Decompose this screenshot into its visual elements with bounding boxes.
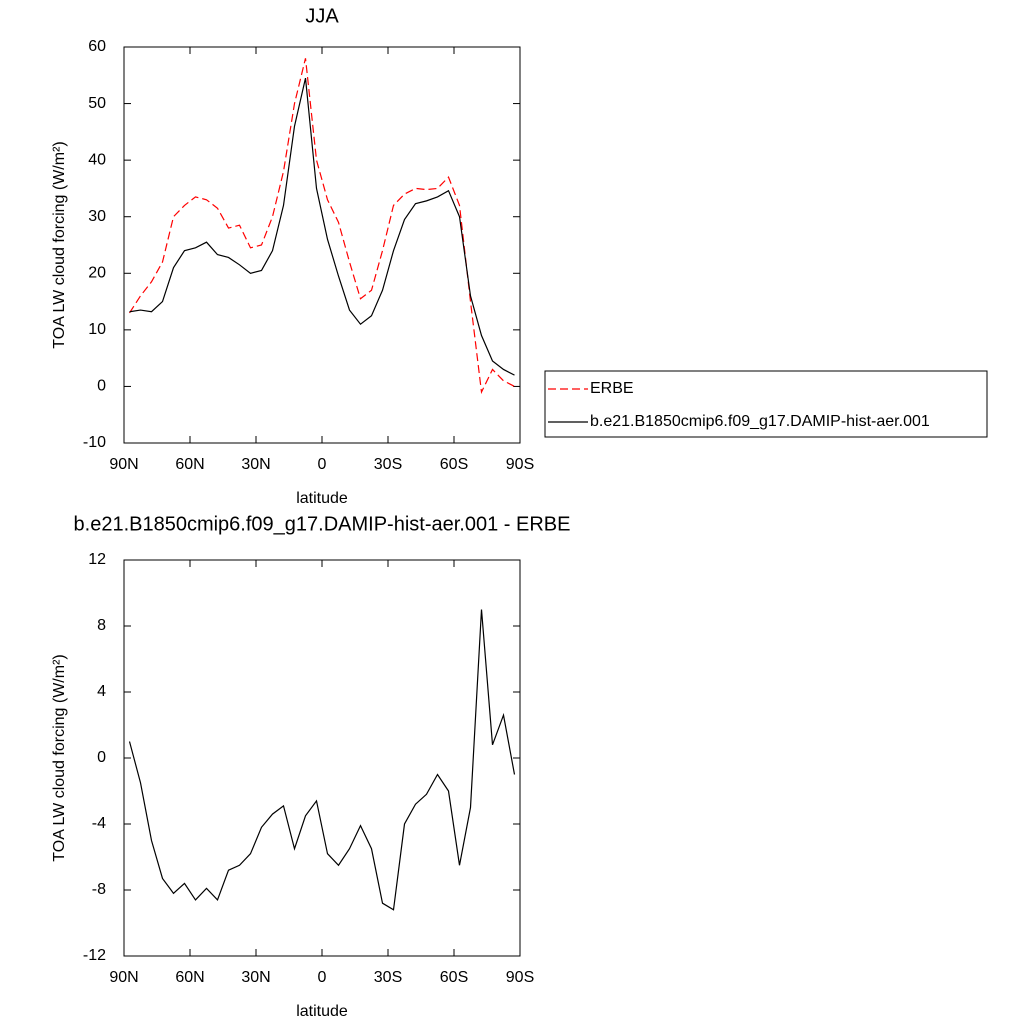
y-tick-label: 4 bbox=[97, 683, 106, 700]
y-tick-label: 20 bbox=[88, 265, 106, 282]
x-tick-label: 90N bbox=[109, 969, 138, 986]
y-tick-label: -12 bbox=[83, 947, 106, 964]
y-axis-label: TOA LW cloud forcing (W/m²) bbox=[51, 654, 68, 861]
x-axis-label: latitude bbox=[296, 1003, 348, 1020]
y-tick-label: 60 bbox=[88, 38, 106, 55]
x-tick-label: 0 bbox=[318, 969, 327, 986]
x-tick-label: 90S bbox=[506, 456, 534, 473]
y-axis-label: TOA LW cloud forcing (W/m²) bbox=[51, 141, 68, 348]
y-tick-label: 8 bbox=[97, 617, 106, 634]
x-tick-label: 60S bbox=[440, 969, 468, 986]
y-tick-label: 12 bbox=[88, 551, 106, 568]
x-tick-label: 90N bbox=[109, 456, 138, 473]
y-tick-label: 40 bbox=[88, 151, 106, 168]
legend-box bbox=[544, 370, 988, 438]
x-tick-label: 0 bbox=[318, 456, 327, 473]
data-line bbox=[128, 609, 516, 911]
y-tick-label: 50 bbox=[88, 95, 106, 112]
chart-title: JJA bbox=[305, 5, 339, 27]
x-tick-label: 30N bbox=[241, 969, 270, 986]
y-tick-label: 0 bbox=[97, 378, 106, 395]
data-line bbox=[129, 77, 515, 376]
legend-label: b.e21.B1850cmip6.f09_g17.DAMIP-hist-aer.… bbox=[590, 413, 930, 430]
x-tick-label: 60N bbox=[175, 969, 204, 986]
y-tick-label: -4 bbox=[92, 815, 106, 832]
y-tick-label: -8 bbox=[92, 881, 106, 898]
y-tick-label: 30 bbox=[88, 208, 106, 225]
y-tick-label: -10 bbox=[83, 434, 106, 451]
data-line bbox=[128, 58, 515, 395]
plot-frame bbox=[123, 46, 521, 444]
x-tick-label: 90S bbox=[506, 969, 534, 986]
legend-label: ERBE bbox=[590, 380, 634, 397]
plot-frame bbox=[123, 559, 521, 957]
y-tick-label: 0 bbox=[97, 749, 106, 766]
x-tick-label: 60S bbox=[440, 456, 468, 473]
x-axis-label: latitude bbox=[296, 490, 348, 507]
x-tick-label: 60N bbox=[175, 456, 204, 473]
y-tick-label: 10 bbox=[88, 321, 106, 338]
x-tick-label: 30S bbox=[374, 456, 402, 473]
x-tick-label: 30N bbox=[241, 456, 270, 473]
chart-title: b.e21.B1850cmip6.f09_g17.DAMIP-hist-aer.… bbox=[74, 513, 571, 535]
x-tick-label: 30S bbox=[374, 969, 402, 986]
